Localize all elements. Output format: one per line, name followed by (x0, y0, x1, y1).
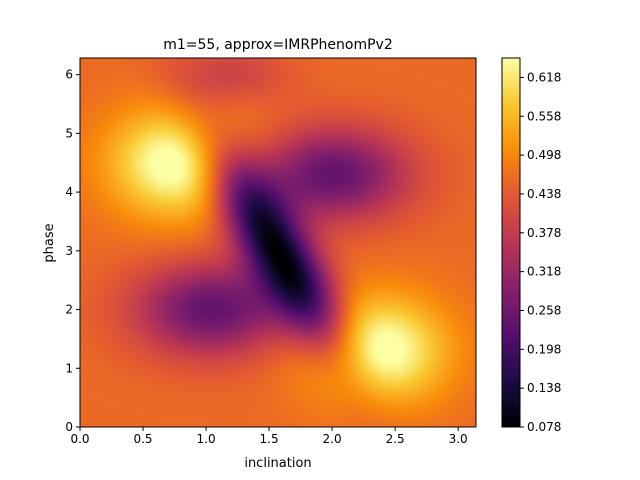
chart-title: m1=55, approx=IMRPhenomPv2 (163, 37, 393, 53)
x-tick-label: 2.5 (386, 432, 405, 446)
x-tick-label: 0.5 (133, 432, 152, 446)
colorbar-tick-label: 0.378 (527, 226, 561, 240)
x-axis-ticks: 0.0 0.5 1.0 1.5 2.0 2.5 3.0 (70, 427, 468, 446)
heatmap-plot-area (79, 57, 477, 428)
x-tick-label: 3.0 (449, 432, 468, 446)
heatmap-image (80, 58, 476, 427)
colorbar-tick-label: 0.618 (527, 70, 561, 84)
y-tick-label: 6 (65, 68, 73, 82)
y-axis-label: phase (42, 223, 57, 262)
colorbar-tick-label: 0.318 (527, 265, 561, 279)
colorbar-ticks: 0.078 0.138 0.198 0.258 0.318 0.378 0.438 0.498… (520, 70, 561, 434)
y-tick-label: 5 (65, 126, 73, 140)
y-axis-ticks: 0 1 2 3 4 5 6 (65, 68, 80, 434)
colorbar-tick-label: 0.498 (527, 148, 561, 162)
y-tick-label: 3 (65, 244, 73, 258)
y-tick-label: 1 (65, 361, 73, 375)
colorbar: 0.078 0.138 0.198 0.258 0.318 0.378 0.438 0.498… (501, 57, 561, 434)
colorbar-tick-label: 0.438 (527, 187, 561, 201)
y-tick-label: 0 (65, 420, 73, 434)
x-tick-label: 0.0 (70, 432, 89, 446)
colorbar-frame (501, 57, 521, 428)
colorbar-gradient (502, 58, 520, 427)
colorbar-tick-label: 0.138 (527, 381, 561, 395)
y-tick-label: 4 (65, 185, 73, 199)
colorbar-tick-label: 0.198 (527, 342, 561, 356)
colorbar-tick-label: 0.558 (527, 109, 561, 123)
x-tick-label: 2.0 (323, 432, 342, 446)
plot-frame (79, 57, 477, 428)
colorbar-tick-label: 0.258 (527, 303, 561, 317)
x-tick-label: 1.5 (260, 432, 279, 446)
x-tick-label: 1.0 (197, 432, 216, 446)
colorbar-tick-label: 0.078 (527, 420, 561, 434)
y-tick-label: 2 (65, 303, 73, 317)
x-axis-label: inclination (244, 456, 311, 471)
